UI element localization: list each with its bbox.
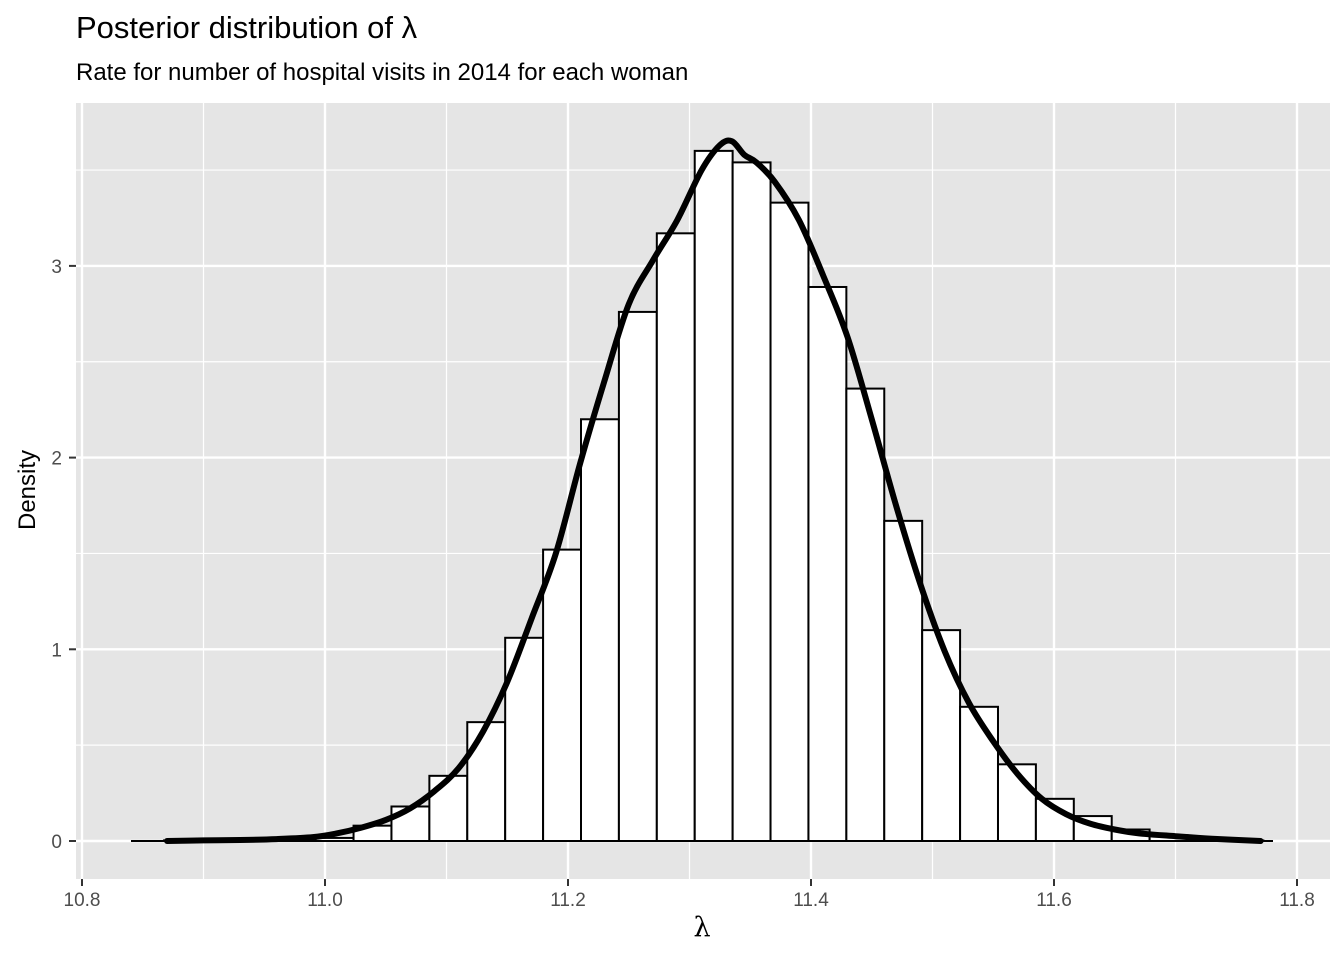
histogram-bar	[580, 418, 620, 842]
histogram-bar	[731, 161, 772, 842]
histogram-bar	[921, 629, 962, 842]
axis-ticks: 10.8 11.0 11.2 11.4 11.6 11.8 0 1 2 3	[51, 257, 1314, 911]
density-curve-layer	[131, 137, 1273, 844]
density-curve	[164, 137, 1264, 844]
chart-title: Posterior distribution of λ	[76, 10, 418, 45]
histogram-bar	[959, 705, 999, 842]
y-tick-label: 1	[51, 640, 62, 661]
y-tick-label: 3	[51, 257, 62, 278]
y-tick-label: 2	[51, 449, 62, 470]
x-tick-label: 11.0	[307, 890, 343, 911]
x-axis-label: λ	[693, 912, 711, 943]
histogram-bar	[845, 387, 886, 842]
histogram-bar	[428, 774, 469, 843]
x-tick-label: 10.8	[64, 890, 101, 911]
histogram-bar	[542, 548, 583, 843]
x-tick-label: 11.6	[1036, 890, 1072, 911]
x-tick-label: 11.2	[550, 890, 586, 911]
chart-subtitle: Rate for number of hospital visits in 20…	[76, 59, 689, 86]
histogram-bar	[655, 232, 696, 843]
histogram-bar	[617, 310, 658, 842]
y-tick-label: 0	[51, 832, 62, 853]
histogram-bar	[466, 721, 507, 842]
histogram-bar	[807, 285, 848, 842]
x-tick-label: 11.8	[1279, 890, 1315, 911]
x-tick-label: 11.4	[793, 890, 829, 911]
histogram-bar	[693, 149, 734, 842]
histogram-bar	[769, 201, 810, 843]
